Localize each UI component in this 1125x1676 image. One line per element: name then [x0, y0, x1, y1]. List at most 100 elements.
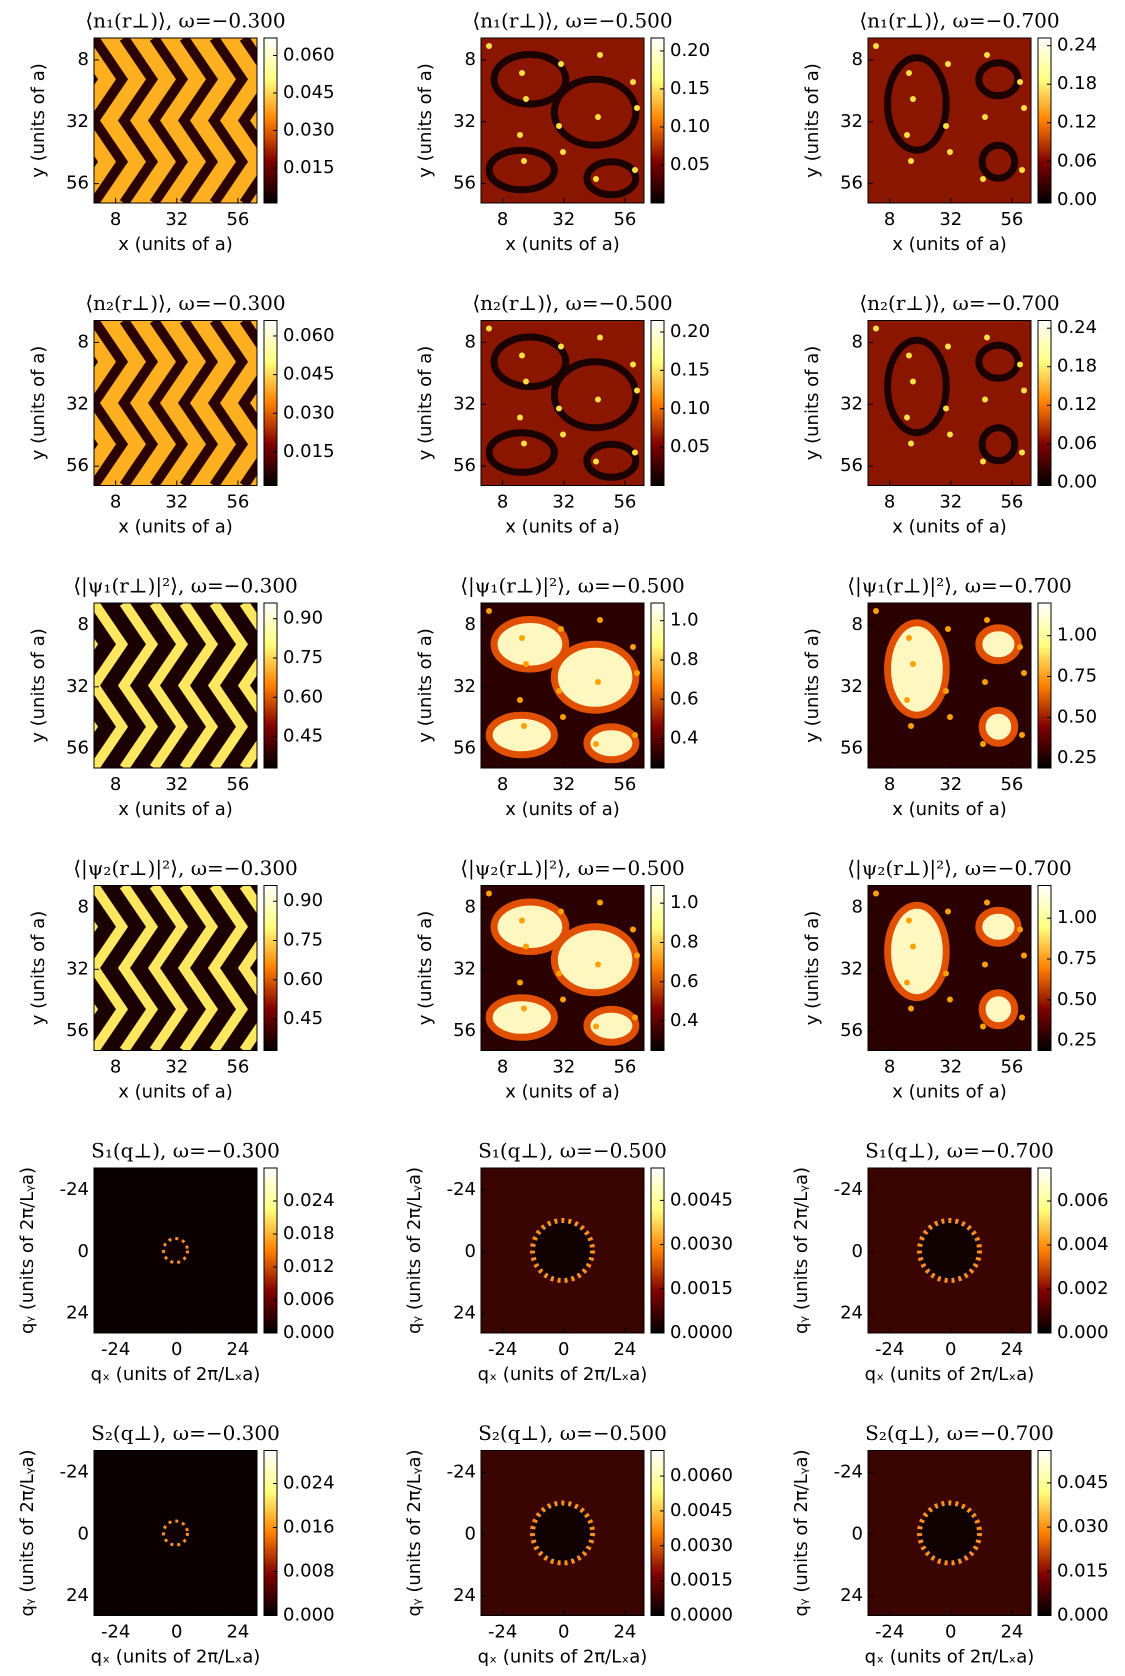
y-tick-label: 56	[66, 455, 89, 476]
panel-title: ⟨|ψ₂(r⊥)|²⟩, ω=−0.500	[460, 856, 685, 881]
y-tick-label: 56	[453, 173, 476, 194]
x-tick-label: -24	[101, 1339, 130, 1360]
y-tick-label: 56	[840, 738, 863, 759]
colorbar-tick-label: 0.12	[1057, 112, 1097, 133]
y-tick-label: 56	[66, 173, 89, 194]
texture	[904, 415, 910, 421]
texture	[517, 415, 523, 421]
colorbar	[264, 603, 277, 768]
y-tick-label: 0	[78, 1241, 89, 1262]
y-axis-label: y (units of a)	[802, 63, 823, 178]
x-tick-label: 24	[613, 1339, 636, 1360]
colorbar-tick-label: 0.90	[283, 890, 323, 911]
x-tick-label: 24	[226, 1622, 249, 1643]
texture	[560, 997, 566, 1003]
x-tick-label: 24	[1000, 1339, 1023, 1360]
x-axis-label: qₓ (units of 2π/Lₓa)	[478, 1364, 648, 1385]
colorbar-tick-label: 0.015	[283, 157, 335, 178]
x-axis-label: qₓ (units of 2π/Lₓa)	[865, 1647, 1035, 1668]
colorbar-tick-label: 0.75	[1057, 666, 1097, 687]
heatmap-image	[94, 1168, 257, 1333]
texture	[945, 909, 951, 915]
y-tick-label: 32	[453, 393, 476, 414]
texture	[888, 905, 947, 997]
y-tick-label: 32	[840, 676, 863, 697]
x-axis-label: x (units of a)	[118, 1082, 233, 1103]
colorbar-tick-label: 0.012	[283, 1256, 335, 1277]
colorbar	[264, 38, 277, 203]
x-tick-label: 24	[613, 1622, 636, 1643]
y-tick-label: 8	[465, 896, 476, 917]
panel-title: ⟨|ψ₁(r⊥)|²⟩, ω=−0.300	[73, 574, 298, 599]
y-tick-label: 56	[453, 1020, 476, 1041]
colorbar-tick-label: 0.75	[1057, 948, 1097, 969]
x-tick-label: 56	[1000, 1057, 1023, 1078]
texture	[630, 644, 636, 650]
texture	[873, 43, 879, 49]
colorbar-tick-label: 0.60	[283, 686, 323, 707]
texture	[486, 608, 492, 614]
panel-title: S₁(q⊥), ω=−0.300	[91, 1139, 280, 1163]
y-tick-label: 24	[66, 1585, 89, 1606]
texture	[982, 145, 1015, 178]
colorbar-tick-label: 0.75	[283, 930, 323, 951]
texture	[558, 61, 564, 67]
x-axis-label: x (units of a)	[118, 799, 233, 820]
colorbar-tick-label: 0.25	[1057, 747, 1097, 768]
colorbar	[651, 1451, 664, 1616]
texture	[595, 114, 601, 120]
x-tick-label: 8	[884, 1057, 895, 1078]
x-tick-label: 0	[945, 1622, 956, 1643]
colorbar-tick-label: 0.15	[670, 78, 710, 99]
colorbar-tick-label: 0.15	[670, 359, 710, 380]
colorbar-tick-label: 0.00	[1057, 471, 1097, 492]
texture	[1017, 79, 1023, 85]
x-tick-label: 0	[171, 1622, 182, 1643]
x-tick-label: 32	[165, 492, 188, 513]
x-tick-label: 56	[1000, 774, 1023, 795]
y-tick-label: -24	[60, 1179, 89, 1200]
texture	[982, 679, 988, 685]
colorbar-tick-label: 0.030	[283, 402, 335, 423]
y-tick-label: -24	[834, 1179, 863, 1200]
colorbar-tick-label: 0.006	[283, 1289, 335, 1310]
y-tick-label: 8	[465, 614, 476, 635]
texture	[908, 723, 914, 729]
x-tick-label: 56	[613, 774, 636, 795]
colorbar-tick-label: 0.060	[283, 325, 335, 346]
texture	[519, 918, 525, 924]
texture	[519, 353, 525, 359]
texture	[943, 971, 949, 977]
texture	[982, 114, 988, 120]
y-tick-label: 56	[840, 455, 863, 476]
y-tick-label: 8	[465, 331, 476, 352]
texture	[593, 459, 599, 465]
y-tick-label: -24	[60, 1461, 89, 1482]
texture	[489, 715, 554, 755]
x-tick-label: 8	[110, 1057, 121, 1078]
texture	[979, 910, 1018, 943]
texture	[1021, 953, 1027, 959]
colorbar-tick-label: 0.024	[283, 1473, 335, 1494]
texture	[910, 661, 916, 667]
y-tick-label: 24	[66, 1303, 89, 1324]
y-tick-label: 32	[453, 958, 476, 979]
y-tick-label: 32	[453, 676, 476, 697]
colorbar-tick-label: 0.030	[283, 120, 335, 141]
heatmap-image	[868, 886, 1031, 1051]
x-tick-label: 32	[939, 492, 962, 513]
texture	[945, 626, 951, 632]
colorbar-tick-label: 0.045	[1057, 1472, 1109, 1493]
texture	[910, 96, 916, 102]
panel-title: S₂(q⊥), ω=−0.300	[91, 1421, 280, 1445]
x-tick-label: 56	[613, 1057, 636, 1078]
colorbar	[651, 321, 664, 486]
texture	[521, 1006, 527, 1012]
heatmap-image	[868, 1451, 1031, 1616]
x-tick-label: 0	[945, 1339, 956, 1360]
texture	[554, 362, 636, 428]
panel-title: ⟨|ψ₂(r⊥)|²⟩, ω=−0.300	[73, 856, 298, 881]
texture	[906, 70, 912, 76]
x-tick-label: -24	[101, 1622, 130, 1643]
texture	[164, 1239, 188, 1263]
